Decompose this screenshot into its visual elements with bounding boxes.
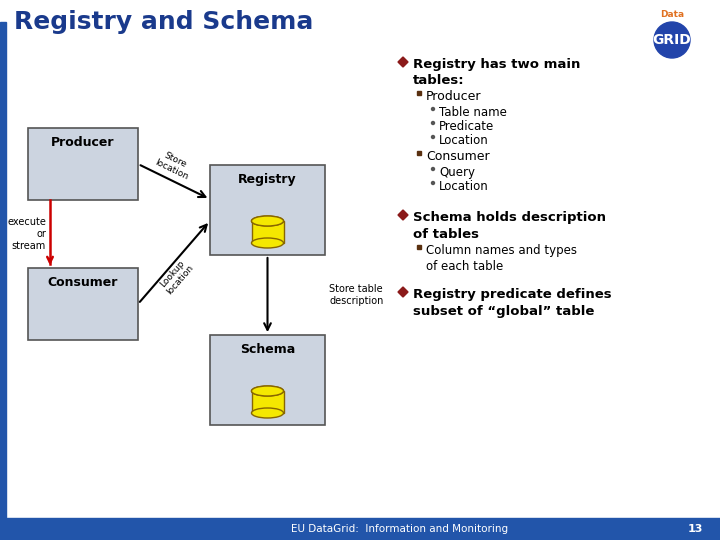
- Text: Store
location: Store location: [153, 148, 194, 181]
- Text: Location: Location: [439, 134, 489, 147]
- Text: EU DataGrid:  Information and Monitoring: EU DataGrid: Information and Monitoring: [292, 524, 508, 534]
- Polygon shape: [398, 57, 408, 67]
- Bar: [251, 221, 284, 243]
- Text: Producer: Producer: [51, 136, 114, 149]
- Text: Predicate: Predicate: [439, 120, 494, 133]
- Bar: [0, 22, 6, 518]
- Text: Producer: Producer: [426, 90, 482, 103]
- Text: Data: Data: [660, 10, 684, 19]
- Text: Column names and types
of each table: Column names and types of each table: [426, 244, 577, 273]
- Text: Registry: Registry: [238, 173, 297, 186]
- Text: Location: Location: [439, 180, 489, 193]
- Bar: [418, 151, 420, 155]
- Bar: [28, 128, 138, 200]
- Text: execute
or
stream: execute or stream: [7, 218, 46, 251]
- Text: Query: Query: [439, 166, 475, 179]
- Text: Store table
description: Store table description: [329, 284, 383, 306]
- Circle shape: [654, 22, 690, 58]
- Bar: [210, 335, 325, 425]
- Circle shape: [431, 122, 434, 125]
- Ellipse shape: [251, 386, 284, 396]
- Text: Lookup
location: Lookup location: [157, 256, 196, 297]
- Circle shape: [431, 181, 434, 185]
- Text: 13: 13: [688, 524, 703, 534]
- Ellipse shape: [251, 238, 284, 248]
- Ellipse shape: [251, 216, 284, 226]
- Circle shape: [431, 167, 434, 171]
- Bar: [28, 268, 138, 340]
- Ellipse shape: [251, 216, 284, 226]
- Ellipse shape: [251, 386, 284, 396]
- Bar: [251, 391, 284, 413]
- Text: Registry predicate defines
subset of “global” table: Registry predicate defines subset of “gl…: [413, 288, 611, 318]
- Text: Schema holds description
of tables: Schema holds description of tables: [413, 211, 606, 240]
- Polygon shape: [398, 287, 408, 297]
- Circle shape: [431, 136, 434, 138]
- Text: Registry has two main
tables:: Registry has two main tables:: [413, 58, 580, 87]
- Ellipse shape: [251, 408, 284, 418]
- Text: Consumer: Consumer: [426, 150, 490, 163]
- Text: GRID: GRID: [652, 33, 691, 47]
- Circle shape: [431, 107, 434, 111]
- Text: Registry and Schema: Registry and Schema: [14, 10, 313, 34]
- Bar: [418, 245, 420, 249]
- Bar: [210, 165, 325, 255]
- Text: Table name: Table name: [439, 106, 507, 119]
- Bar: [0, 518, 720, 540]
- Polygon shape: [398, 210, 408, 220]
- Bar: [418, 91, 420, 94]
- Text: Consumer: Consumer: [48, 276, 118, 289]
- Text: Schema: Schema: [240, 343, 295, 356]
